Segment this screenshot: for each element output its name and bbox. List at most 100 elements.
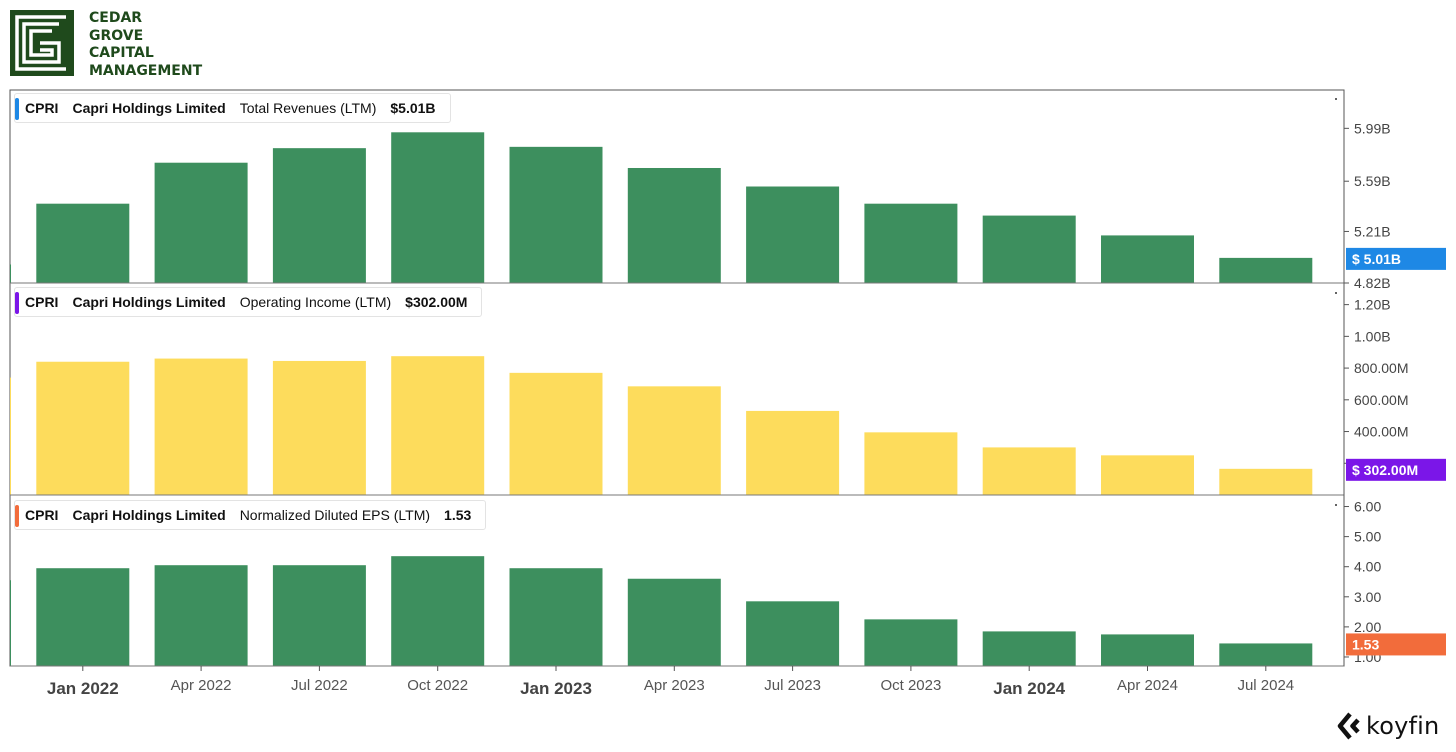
bar-0-0 xyxy=(10,264,11,283)
bar-panel-0 xyxy=(10,132,1313,283)
legend-ticker: CPRI xyxy=(25,294,59,310)
bar-1-10 xyxy=(1101,455,1194,495)
panel-dot xyxy=(1335,292,1337,294)
price-tag-label: 1.53 xyxy=(1352,636,1379,652)
y-tick-label: 4.82B xyxy=(1354,275,1391,291)
legend-metric: Total Revenues (LTM) xyxy=(239,100,377,116)
bar-1-5 xyxy=(509,372,603,495)
logo-line: CAPITAL xyxy=(89,45,154,61)
bar-2-10 xyxy=(1101,634,1194,666)
bar-0-3 xyxy=(272,148,366,283)
y-tick-label: 5.99B xyxy=(1354,120,1391,136)
legend-operating-income: CPRI Capri Holdings Limited Operating In… xyxy=(14,287,483,317)
logo-line: CEDAR xyxy=(89,10,143,26)
koyfin-logo: koyfin xyxy=(1336,708,1439,744)
bar-0-2 xyxy=(154,162,248,283)
x-axis-label: Apr 2023 xyxy=(644,677,705,694)
bar-panel-1 xyxy=(10,356,1313,495)
legend-value: $5.01B xyxy=(390,100,436,116)
x-axis-label: Jan 2022 xyxy=(47,679,119,698)
y-tick-label: 4.00 xyxy=(1354,559,1381,575)
price-tag xyxy=(1346,247,1446,270)
y-tick-label: 800.00M xyxy=(1354,360,1408,376)
y-tick-label: 400.00M xyxy=(1354,424,1408,440)
bar-1-2 xyxy=(154,358,248,495)
bar-0-10 xyxy=(1101,235,1194,283)
legend-value: 1.53 xyxy=(444,507,472,523)
legend-ticker: CPRI xyxy=(25,507,59,523)
panel-dot xyxy=(1335,504,1337,506)
x-axis-label: Jul 2024 xyxy=(1237,677,1294,694)
y-tick-label: 1.20B xyxy=(1354,297,1391,313)
bar-2-4 xyxy=(391,556,485,666)
y-tick-label: 2.00 xyxy=(1354,619,1381,635)
bar-2-7 xyxy=(746,601,840,666)
bar-1-6 xyxy=(627,386,721,495)
bar-2-8 xyxy=(864,619,958,666)
legend-diluted-eps: CPRI Capri Holdings Limited Normalized D… xyxy=(14,500,487,530)
x-axis-label: Jul 2023 xyxy=(764,677,821,694)
bar-0-8 xyxy=(864,203,958,283)
legend-total-revenues: CPRI Capri Holdings Limited Total Revenu… xyxy=(14,93,451,123)
bar-1-3 xyxy=(272,360,366,495)
legend-company: Capri Holdings Limited xyxy=(72,507,226,523)
bar-0-4 xyxy=(391,132,485,283)
bar-1-0 xyxy=(10,377,11,495)
y-tick-label: 6.00 xyxy=(1354,499,1381,515)
y-tick-label: 600.00M xyxy=(1354,392,1408,408)
bar-2-2 xyxy=(154,565,248,666)
bar-1-11 xyxy=(1219,468,1313,495)
bar-0-11 xyxy=(1219,257,1313,283)
price-tag-label: $ 302.00M xyxy=(1352,462,1418,478)
legend-accent xyxy=(15,505,19,527)
bar-2-6 xyxy=(627,578,721,666)
logo-wordmark: CEDAR GROVE CAPITAL MANAGEMENT xyxy=(89,10,202,80)
bar-0-5 xyxy=(509,146,603,283)
cedar-grove-logo: CEDAR GROVE CAPITAL MANAGEMENT xyxy=(10,10,310,80)
bar-1-9 xyxy=(982,447,1076,495)
legend-company: Capri Holdings Limited xyxy=(72,100,226,116)
koyfin-icon xyxy=(1337,712,1360,740)
price-tag xyxy=(1346,458,1446,481)
logo-line: MANAGEMENT xyxy=(89,62,203,79)
koyfin-wordmark: koyfin xyxy=(1366,712,1440,740)
bar-0-6 xyxy=(627,167,721,283)
legend-accent xyxy=(15,292,19,314)
legend-metric: Normalized Diluted EPS (LTM) xyxy=(239,507,431,523)
bar-panel-2 xyxy=(10,556,1313,666)
logo-line: GROVE xyxy=(89,27,144,44)
legend-company: Capri Holdings Limited xyxy=(72,294,226,310)
cedar-grove-logo-mark xyxy=(10,10,74,76)
legend-accent xyxy=(15,98,19,120)
legend-value: $302.00M xyxy=(405,294,468,310)
bar-0-9 xyxy=(982,215,1076,283)
y-tick-label: 3.00 xyxy=(1354,589,1381,605)
y-tick-label: 5.59B xyxy=(1354,173,1391,189)
bar-2-9 xyxy=(982,631,1076,666)
bar-2-0 xyxy=(10,580,11,666)
x-axis-label: Apr 2024 xyxy=(1117,677,1178,694)
bar-2-5 xyxy=(509,568,603,666)
x-axis-label: Jan 2023 xyxy=(520,679,592,698)
x-axis-label: Apr 2022 xyxy=(171,677,232,694)
y-tick-label: 1.00B xyxy=(1354,328,1391,344)
panel-dot xyxy=(1335,98,1337,100)
x-axis-label: Oct 2022 xyxy=(407,677,468,694)
bar-2-1 xyxy=(36,568,130,666)
bar-0-1 xyxy=(36,203,130,283)
y-tick-label: 5.00 xyxy=(1354,529,1381,545)
price-tag xyxy=(1346,633,1446,656)
x-axis-label: Jan 2024 xyxy=(993,679,1065,698)
bar-1-1 xyxy=(36,361,130,495)
bar-1-7 xyxy=(746,410,840,495)
bar-0-7 xyxy=(746,186,840,283)
y-tick-label: 5.21B xyxy=(1354,223,1391,239)
bar-1-8 xyxy=(864,432,958,495)
price-tag-label: $ 5.01B xyxy=(1352,251,1401,267)
bar-1-4 xyxy=(391,356,485,495)
legend-metric: Operating Income (LTM) xyxy=(239,294,392,310)
legend-ticker: CPRI xyxy=(25,100,59,116)
bar-2-11 xyxy=(1219,643,1313,666)
x-axis-label: Jul 2022 xyxy=(291,677,348,694)
